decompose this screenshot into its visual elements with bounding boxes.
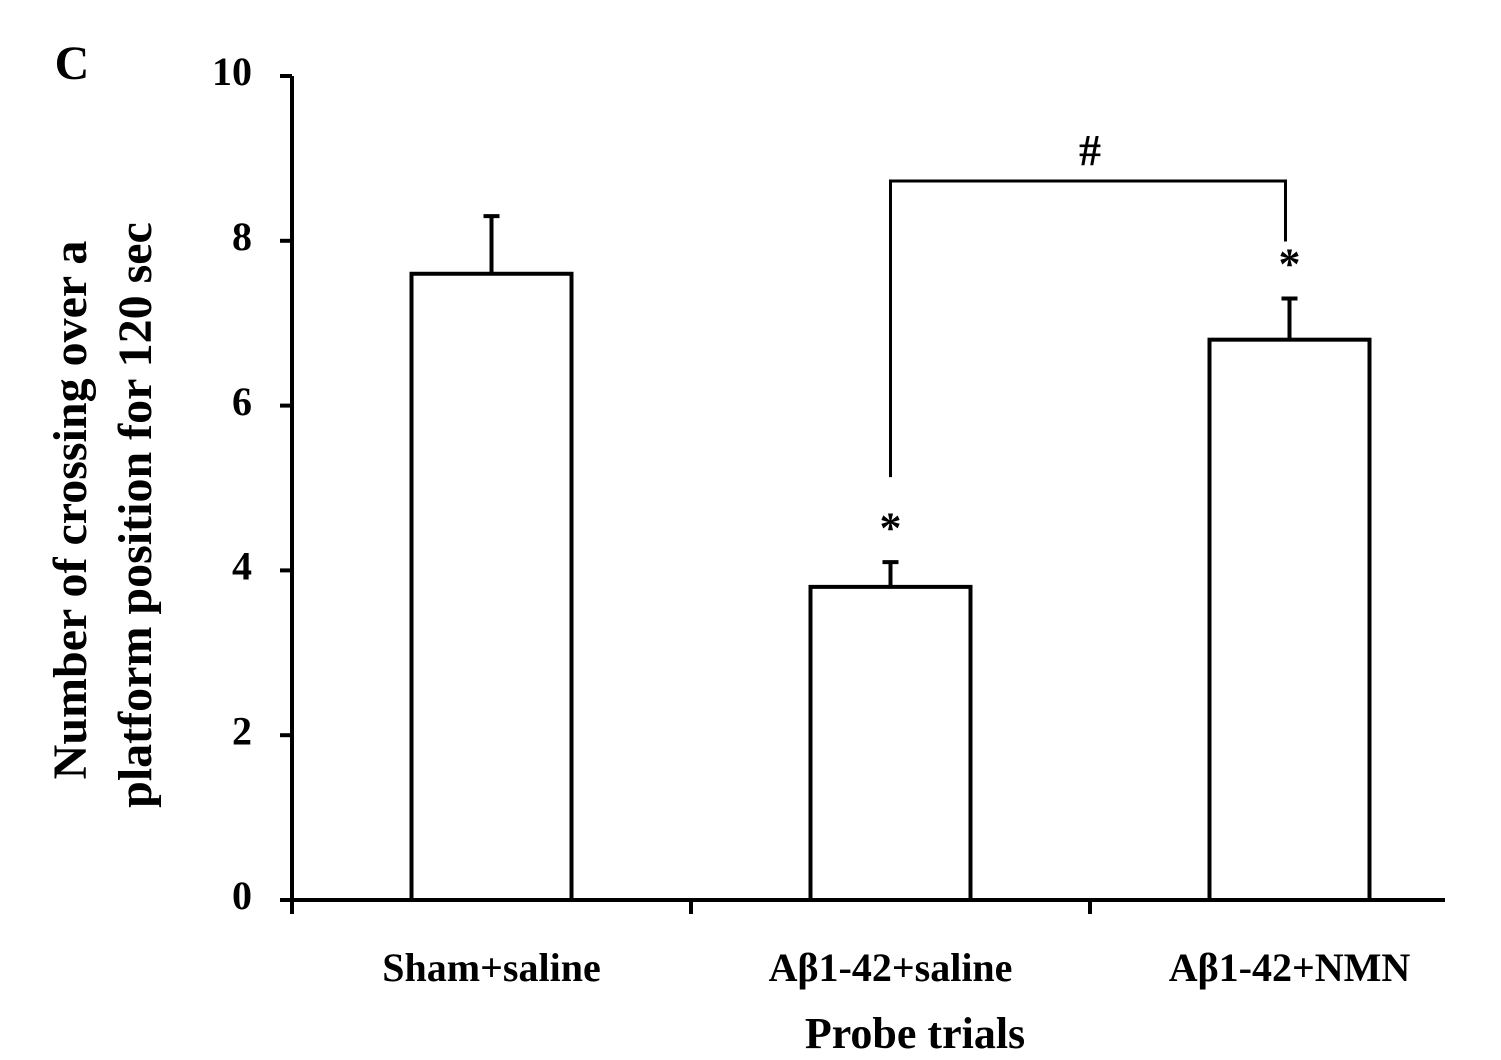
y-axis-label: platform position for 120 sec	[109, 222, 162, 808]
comparison-label: #	[1079, 126, 1101, 175]
y-tick-label: 10	[212, 49, 252, 94]
y-tick-label: 8	[232, 214, 252, 259]
bar	[808, 584, 973, 902]
x-tick-label: Aβ1-42+saline	[769, 945, 1013, 990]
bar	[409, 271, 574, 902]
x-tick-label: Sham+saline	[382, 945, 600, 990]
y-tick-label: 2	[232, 708, 252, 753]
error-bar	[483, 214, 500, 274]
y-axis-label: Number of crossing over a	[44, 241, 97, 780]
y-tick-label: 0	[232, 873, 252, 918]
comparison-bracket	[889, 179, 1287, 478]
error-bar	[1281, 296, 1298, 340]
bar	[1207, 337, 1372, 902]
x-tick-label: Aβ1-42+NMN	[1169, 945, 1411, 990]
x-axis-label: Probe trials	[805, 1009, 1025, 1058]
y-tick-label: 4	[232, 544, 252, 589]
y-tick-label: 6	[232, 379, 252, 424]
significance-label: *	[1279, 240, 1301, 289]
error-bar	[882, 560, 899, 587]
significance-label: *	[880, 503, 902, 552]
panel-label: C	[55, 37, 90, 90]
